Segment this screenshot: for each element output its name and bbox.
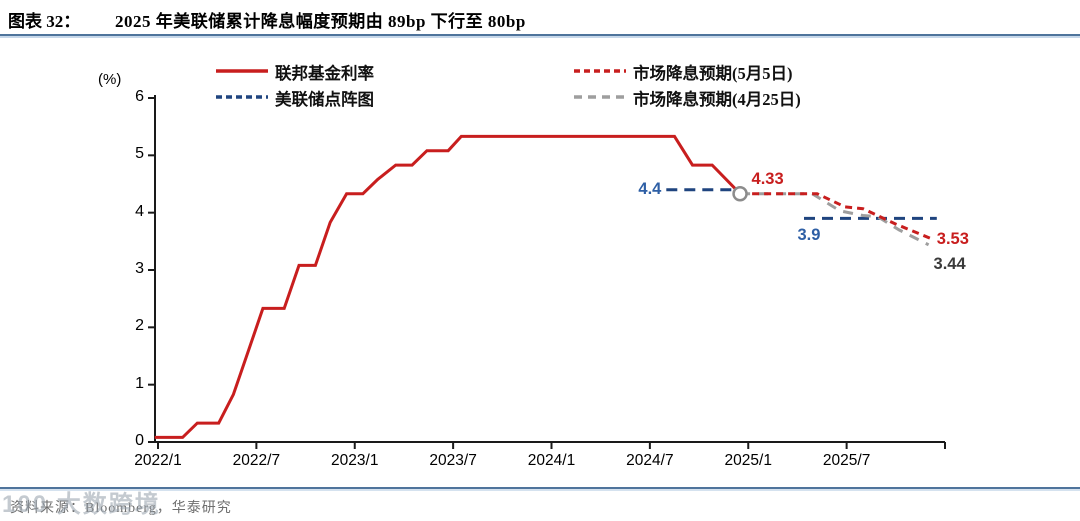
figure-title: 2025 年美联储累计降息幅度预期由 89bp 下行至 80bp: [115, 12, 526, 31]
series-2-line: [740, 192, 935, 241]
current-rate-marker: [732, 185, 748, 202]
series-0-line: [154, 134, 742, 439]
source-note: 资料来源：Bloomberg，华泰研究: [10, 501, 232, 516]
title-divider: [0, 34, 1080, 36]
footer-divider: [0, 487, 1080, 489]
y-axis-unit-label: (%): [98, 71, 122, 88]
axes: [154, 95, 945, 443]
figure-label: 图表 32：: [8, 12, 81, 31]
